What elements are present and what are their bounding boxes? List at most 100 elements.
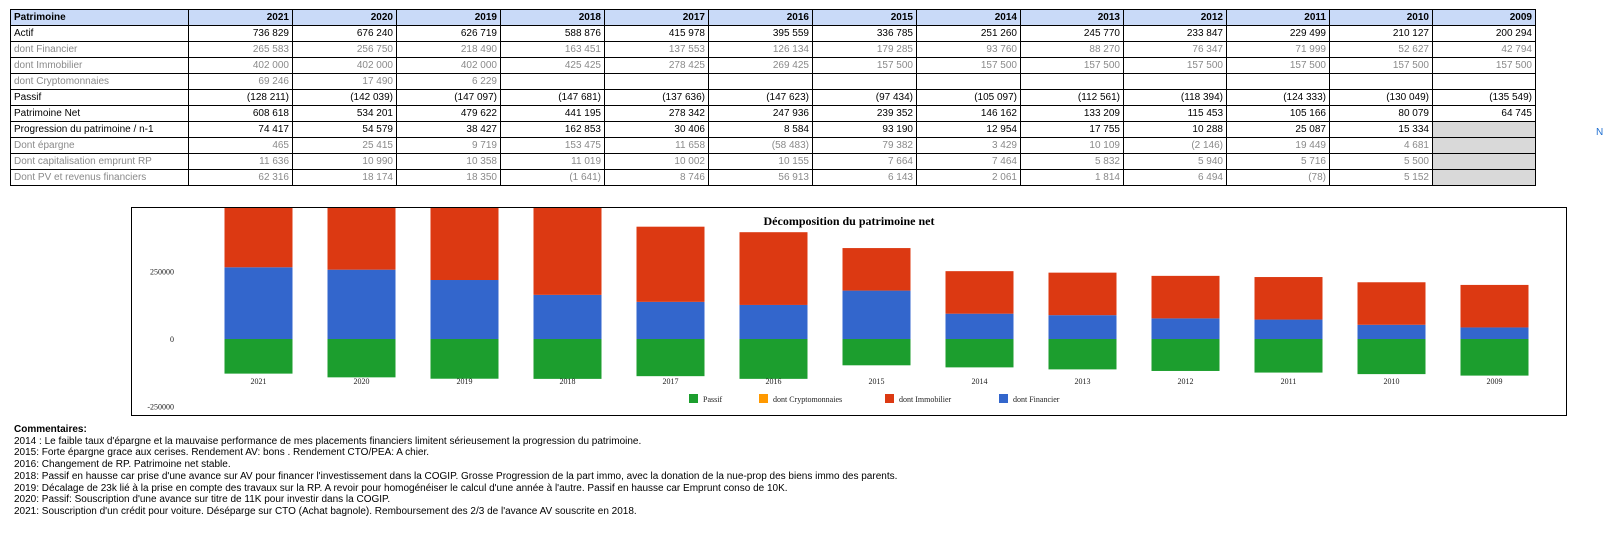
header-year-cell[interactable]: 2018 [500, 9, 605, 26]
row-label-cell[interactable]: dont Financier [10, 41, 189, 58]
value-cell[interactable] [1226, 73, 1330, 90]
header-year-cell[interactable]: 2020 [292, 9, 397, 26]
value-cell[interactable]: 10 990 [292, 153, 397, 170]
value-cell[interactable]: 441 195 [500, 105, 605, 122]
value-cell[interactable] [1432, 121, 1536, 138]
value-cell[interactable] [812, 73, 917, 90]
header-year-cell[interactable]: 2021 [188, 9, 293, 26]
header-year-cell[interactable]: 2009 [1432, 9, 1536, 26]
value-cell[interactable]: 25 415 [292, 137, 397, 154]
value-cell[interactable]: 93 190 [812, 121, 917, 138]
value-cell[interactable] [1432, 153, 1536, 170]
header-year-cell[interactable]: 2013 [1020, 9, 1124, 26]
value-cell[interactable] [1432, 169, 1536, 186]
header-year-cell[interactable]: 2014 [916, 9, 1021, 26]
value-cell[interactable]: 479 622 [396, 105, 501, 122]
value-cell[interactable]: 4 681 [1329, 137, 1433, 154]
value-cell[interactable]: (130 049) [1329, 89, 1433, 106]
value-cell[interactable]: 80 079 [1329, 105, 1433, 122]
value-cell[interactable]: 115 453 [1123, 105, 1227, 122]
value-cell[interactable]: 157 500 [1432, 57, 1536, 74]
value-cell[interactable]: 10 155 [708, 153, 813, 170]
value-cell[interactable]: 25 087 [1226, 121, 1330, 138]
value-cell[interactable]: (97 434) [812, 89, 917, 106]
value-cell[interactable]: 5 500 [1329, 153, 1433, 170]
value-cell[interactable]: 402 000 [396, 57, 501, 74]
value-cell[interactable]: 251 260 [916, 25, 1021, 42]
value-cell[interactable]: (128 211) [188, 89, 293, 106]
value-cell[interactable]: 5 152 [1329, 169, 1433, 186]
value-cell[interactable]: 15 334 [1329, 121, 1433, 138]
value-cell[interactable]: 5 716 [1226, 153, 1330, 170]
value-cell[interactable]: 30 406 [604, 121, 709, 138]
value-cell[interactable]: 64 745 [1432, 105, 1536, 122]
value-cell[interactable]: 56 913 [708, 169, 813, 186]
value-cell[interactable]: 146 162 [916, 105, 1021, 122]
value-cell[interactable]: 10 109 [1020, 137, 1124, 154]
value-cell[interactable]: (78) [1226, 169, 1330, 186]
value-cell[interactable]: 534 201 [292, 105, 397, 122]
value-cell[interactable]: 425 425 [500, 57, 605, 74]
value-cell[interactable]: 69 246 [188, 73, 293, 90]
value-cell[interactable]: 676 240 [292, 25, 397, 42]
row-label-cell[interactable]: Dont capitalisation emprunt RP [10, 153, 189, 170]
value-cell[interactable]: (147 623) [708, 89, 813, 106]
value-cell[interactable] [1123, 73, 1227, 90]
value-cell[interactable]: 7 664 [812, 153, 917, 170]
header-label-cell[interactable]: Patrimoine [10, 9, 189, 26]
value-cell[interactable]: 402 000 [188, 57, 293, 74]
value-cell[interactable]: 17 755 [1020, 121, 1124, 138]
value-cell[interactable]: 18 350 [396, 169, 501, 186]
value-cell[interactable]: 74 417 [188, 121, 293, 138]
value-cell[interactable]: 133 209 [1020, 105, 1124, 122]
row-label-cell[interactable]: Progression du patrimoine / n-1 [10, 121, 189, 138]
value-cell[interactable]: 10 002 [604, 153, 709, 170]
value-cell[interactable]: 76 347 [1123, 41, 1227, 58]
value-cell[interactable]: (147 681) [500, 89, 605, 106]
value-cell[interactable]: (124 333) [1226, 89, 1330, 106]
value-cell[interactable]: 54 579 [292, 121, 397, 138]
header-year-cell[interactable]: 2015 [812, 9, 917, 26]
value-cell[interactable] [604, 73, 709, 90]
value-cell[interactable]: 11 658 [604, 137, 709, 154]
value-cell[interactable]: 18 174 [292, 169, 397, 186]
value-cell[interactable]: 62 316 [188, 169, 293, 186]
value-cell[interactable]: 239 352 [812, 105, 917, 122]
value-cell[interactable]: 269 425 [708, 57, 813, 74]
value-cell[interactable]: (58 483) [708, 137, 813, 154]
value-cell[interactable]: 229 499 [1226, 25, 1330, 42]
value-cell[interactable]: 7 464 [916, 153, 1021, 170]
value-cell[interactable]: 10 358 [396, 153, 501, 170]
value-cell[interactable]: 6 143 [812, 169, 917, 186]
value-cell[interactable]: 6 229 [396, 73, 501, 90]
value-cell[interactable]: (112 561) [1020, 89, 1124, 106]
value-cell[interactable] [1020, 73, 1124, 90]
value-cell[interactable]: (137 636) [604, 89, 709, 106]
value-cell[interactable]: 12 954 [916, 121, 1021, 138]
value-cell[interactable]: 157 500 [1226, 57, 1330, 74]
value-cell[interactable] [916, 73, 1021, 90]
value-cell[interactable]: 10 288 [1123, 121, 1227, 138]
value-cell[interactable]: 126 134 [708, 41, 813, 58]
value-cell[interactable]: 179 285 [812, 41, 917, 58]
value-cell[interactable] [1432, 137, 1536, 154]
value-cell[interactable]: 157 500 [916, 57, 1021, 74]
value-cell[interactable]: 88 270 [1020, 41, 1124, 58]
row-label-cell[interactable]: Dont épargne [10, 137, 189, 154]
value-cell[interactable]: 1 814 [1020, 169, 1124, 186]
value-cell[interactable]: 247 936 [708, 105, 813, 122]
value-cell[interactable]: 157 500 [1123, 57, 1227, 74]
header-year-cell[interactable]: 2010 [1329, 9, 1433, 26]
header-year-cell[interactable]: 2012 [1123, 9, 1227, 26]
value-cell[interactable]: (105 097) [916, 89, 1021, 106]
value-cell[interactable]: (2 146) [1123, 137, 1227, 154]
value-cell[interactable]: 233 847 [1123, 25, 1227, 42]
value-cell[interactable]: 588 876 [500, 25, 605, 42]
value-cell[interactable]: (1 641) [500, 169, 605, 186]
value-cell[interactable]: 210 127 [1329, 25, 1433, 42]
value-cell[interactable]: 9 719 [396, 137, 501, 154]
value-cell[interactable]: 245 770 [1020, 25, 1124, 42]
row-label-cell[interactable]: Actif [10, 25, 189, 42]
value-cell[interactable]: 52 627 [1329, 41, 1433, 58]
value-cell[interactable]: 200 294 [1432, 25, 1536, 42]
